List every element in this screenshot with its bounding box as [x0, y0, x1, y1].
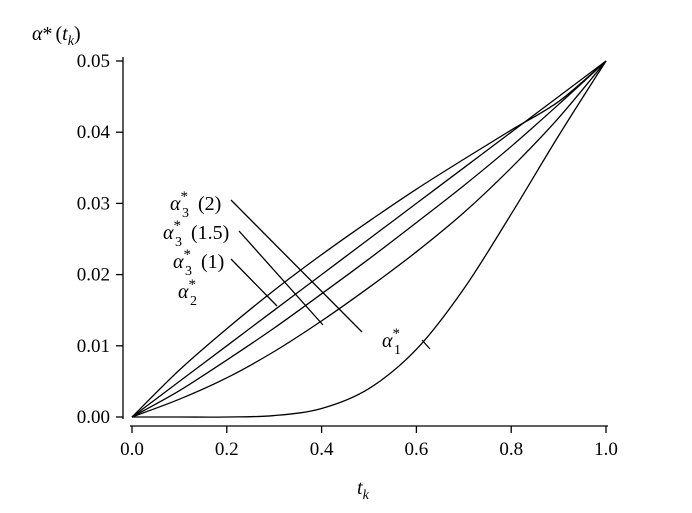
x-tick-label: 1.0 [594, 439, 618, 460]
series-leader-line [421, 339, 431, 350]
x-axis-label: tk [357, 477, 370, 503]
x-tick-label: 0.6 [405, 439, 429, 460]
y-tick-label: 0.01 [77, 336, 110, 357]
y-tick-label: 0.02 [77, 265, 110, 286]
y-tick-label: 0.00 [77, 407, 110, 428]
alpha3-2-curve [131, 60, 607, 418]
alpha2-label: α* 2 [178, 277, 197, 309]
alpha3-1.5-curve [131, 60, 607, 418]
x-tick-label: 0.4 [310, 439, 334, 460]
alpha3-1-curve [131, 60, 607, 418]
y-tick-label: 0.05 [77, 51, 110, 72]
x-tick-label: 0.0 [120, 439, 144, 460]
series-labels: α* 2α* 3 (1)α* 3 (1.5)α* 3 (2) α* 1 [163, 189, 431, 358]
y-tick-label: 0.04 [77, 122, 111, 143]
series-leader-line [230, 199, 363, 333]
series-leader-line [238, 230, 324, 326]
axes [122, 57, 608, 427]
y-axis-label: α* (tk) [32, 23, 81, 49]
ticks: 0.00 0.01 0.02 0.03 0.04 0.05 0.0 0.2 0.4 0.6 0.8 1… [77, 51, 618, 460]
x-tick-label: 0.2 [215, 439, 239, 460]
alpha1-curve [131, 60, 607, 418]
y-tick-label: 0.03 [77, 193, 110, 214]
curves [131, 60, 607, 418]
alpha3-2-label: α* 3 (2) [170, 189, 221, 221]
alpha1-label: α* 1 [382, 326, 401, 358]
alpha3-1-label: α* 3 (1) [173, 247, 224, 279]
alpha3-1.5-label: α* 3 (1.5) [163, 218, 229, 250]
series-leader-line [230, 258, 278, 307]
x-tick-label: 0.8 [499, 439, 523, 460]
